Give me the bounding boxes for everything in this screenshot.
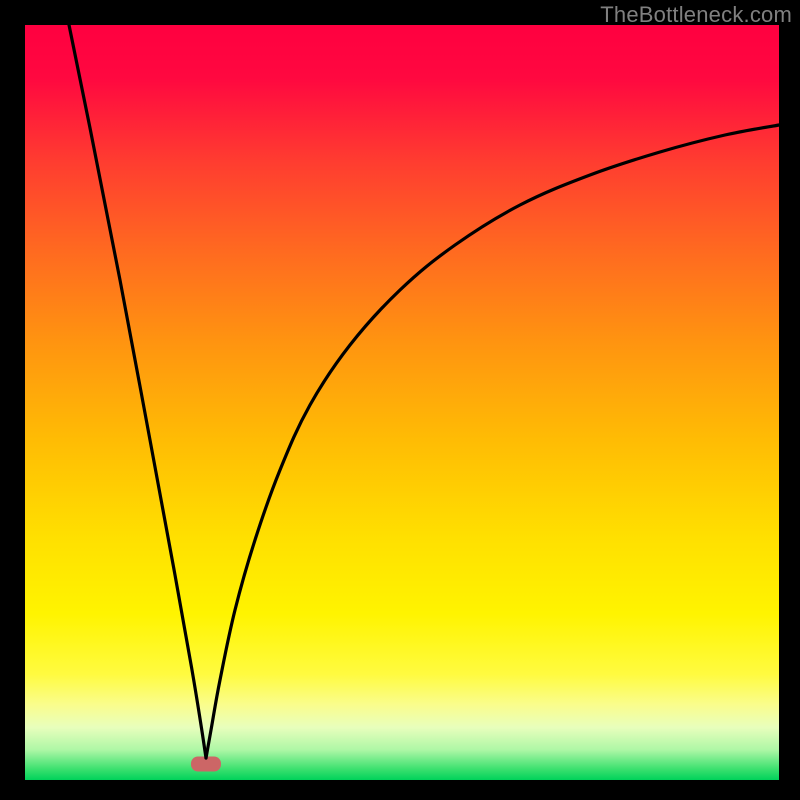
gradient-background xyxy=(25,25,779,780)
chart-container: TheBottleneck.com xyxy=(0,0,800,800)
watermark-text: TheBottleneck.com xyxy=(600,2,792,28)
bottleneck-chart xyxy=(0,0,800,800)
